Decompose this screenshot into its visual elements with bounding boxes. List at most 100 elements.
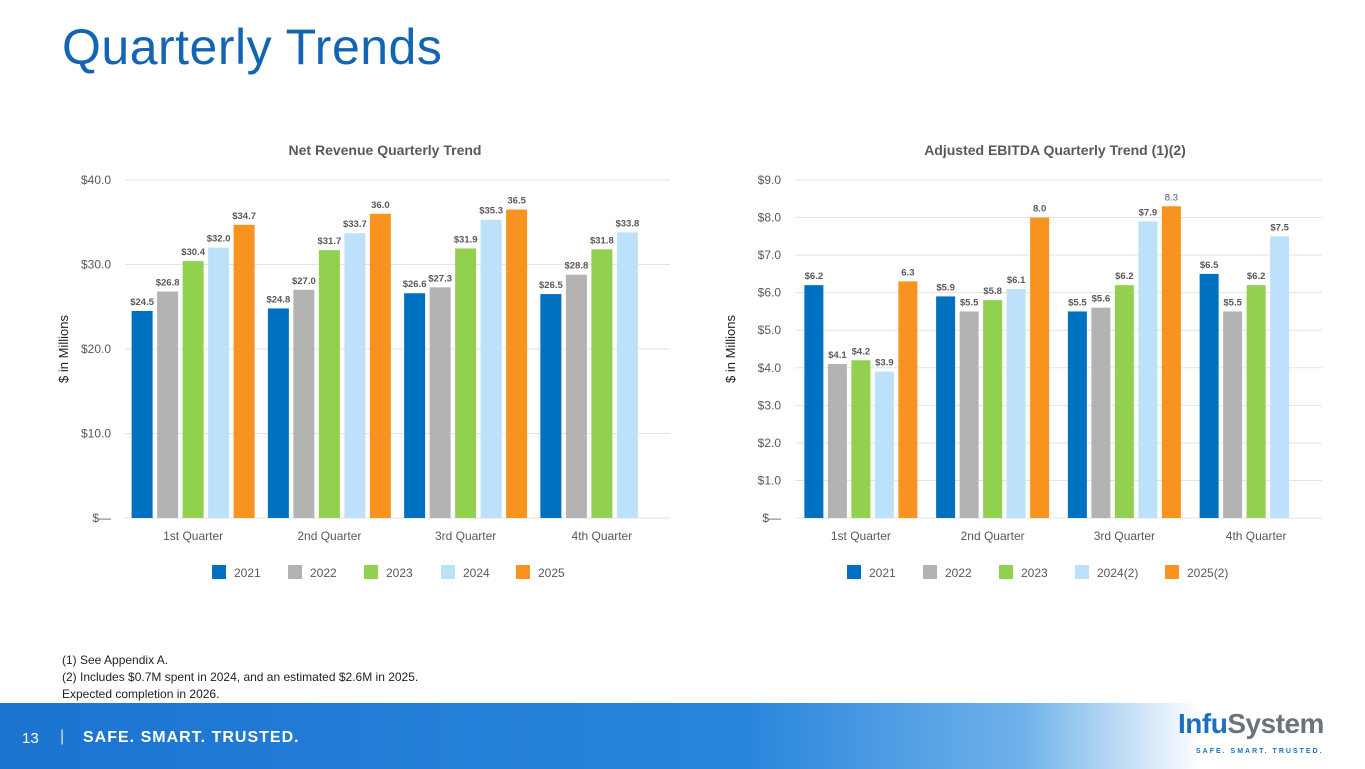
data-label: $33.7: [343, 219, 367, 230]
bar-2021-q2: [936, 296, 956, 518]
legend-swatch: [847, 565, 861, 579]
legend-swatch: [923, 565, 937, 579]
bar-2023-q3: [1114, 285, 1134, 518]
y-tick-label: $4.0: [758, 361, 782, 375]
footer-separator: |: [60, 728, 65, 745]
x-tick-label: 3rd Quarter: [1094, 529, 1155, 543]
data-label: $34.7: [232, 211, 256, 222]
data-label: $4.2: [852, 346, 871, 357]
legend-swatch: [999, 565, 1013, 579]
data-label: $32.0: [207, 234, 231, 245]
bar-2024-q2: [344, 233, 366, 519]
data-label: $3.9: [875, 358, 894, 369]
bar-2022-q3: [1091, 307, 1111, 518]
bar-2021-q4: [1199, 273, 1219, 518]
data-label: $7.9: [1139, 207, 1158, 218]
legend-swatch: [441, 565, 455, 579]
y-tick-label: $2.0: [758, 436, 782, 450]
legend-swatch: [1165, 565, 1179, 579]
infusystem-logo: InfuSystem SAFE. SMART. TRUSTED.: [1178, 708, 1358, 763]
bar-2022-q3: [429, 287, 451, 518]
data-label: $6.2: [1115, 271, 1134, 282]
bar-2023-q1: [182, 261, 204, 518]
bar-2022-q2: [293, 289, 315, 518]
footer-tagline: SAFE. SMART. TRUSTED.: [83, 729, 300, 746]
y-tick-label: $—: [762, 511, 781, 525]
bar-2022-q1: [157, 291, 179, 518]
page-title: Quarterly Trends: [62, 19, 443, 75]
data-label: $31.8: [590, 235, 614, 246]
bar-2021-q3: [1067, 311, 1087, 518]
y-tick-label: $40.0: [81, 173, 111, 187]
data-label: $28.8: [564, 261, 588, 272]
legend-label: 2024: [463, 566, 490, 580]
data-label: 8.3: [1165, 192, 1178, 203]
data-label: $26.8: [156, 278, 180, 289]
legend-swatch: [1075, 565, 1089, 579]
data-label: $24.8: [266, 294, 290, 305]
legend-swatch: [364, 565, 378, 579]
data-label: $26.6: [403, 279, 427, 290]
y-tick-label: $5.0: [758, 323, 782, 337]
bar-2023-q4: [591, 249, 613, 518]
bar-2024-q3: [480, 219, 502, 518]
bar-20242-q3: [1138, 221, 1158, 519]
bar-20252-q3: [1161, 206, 1181, 518]
x-tick-label: 2nd Quarter: [961, 529, 1025, 543]
logo-name-b: System: [1227, 708, 1324, 739]
legend-label: 2021: [869, 566, 896, 580]
y-tick-label: $3.0: [758, 398, 782, 412]
bar-2025-q1: [233, 224, 255, 518]
x-tick-label: 4th Quarter: [1226, 529, 1287, 543]
logo-tagline: SAFE. SMART. TRUSTED.: [1196, 748, 1324, 755]
data-label: $7.5: [1270, 222, 1289, 233]
data-label: $26.5: [539, 280, 563, 291]
data-label: $6.2: [1247, 271, 1266, 282]
bar-2025-q2: [369, 213, 391, 519]
data-label: $31.7: [317, 236, 341, 247]
footnote-1: (1) See Appendix A.: [62, 653, 169, 667]
data-label: 6.3: [901, 267, 914, 278]
legend-label: 2025: [538, 566, 565, 580]
footnote-2: (2) Includes $0.7M spent in 2024, and an…: [62, 670, 419, 684]
bar-2025-q3: [506, 209, 528, 518]
data-label: $5.9: [936, 282, 955, 293]
data-label: $5.5: [1223, 297, 1242, 308]
legend-swatch: [288, 565, 302, 579]
bar-2021-q4: [540, 294, 562, 518]
legend-label: 2022: [945, 566, 972, 580]
bar-2021-q1: [131, 310, 153, 518]
y-tick-label: $7.0: [758, 248, 782, 262]
bar-2023-q4: [1246, 285, 1266, 518]
data-label: $6.5: [1200, 260, 1219, 271]
legend-label: 2022: [310, 566, 337, 580]
data-label: $27.3: [428, 273, 452, 284]
data-label: $35.3: [479, 206, 503, 217]
y-tick-label: $10.0: [81, 427, 111, 441]
legend-label: 2024(2): [1097, 566, 1138, 580]
data-label: $6.1: [1007, 275, 1026, 286]
adjusted-ebitda-chart: Adjusted EBITDA Quarterly Trend (1)(2) $—…: [723, 142, 1322, 580]
legend-label: 2023: [1021, 566, 1048, 580]
bar-2023-q1: [851, 360, 871, 518]
bar-2021-q3: [404, 293, 426, 518]
y-tick-label: $9.0: [758, 173, 782, 187]
y-tick-label: $30.0: [81, 258, 111, 272]
y-tick-label: $6.0: [758, 286, 782, 300]
bar-2022-q2: [959, 311, 979, 518]
y-tick-label: $1.0: [758, 473, 782, 487]
y-axis-label: $ in Millions: [723, 315, 738, 383]
data-label: $5.6: [1092, 294, 1111, 305]
data-label: $5.5: [960, 297, 979, 308]
legend-label: 2023: [386, 566, 413, 580]
chart-title: Net Revenue Quarterly Trend: [289, 142, 482, 158]
bar-2024-q1: [208, 247, 230, 518]
bar-20242-q2: [1006, 288, 1026, 518]
bar-2023-q2: [318, 250, 340, 518]
data-label: $5.8: [983, 286, 1002, 297]
bar-2023-q3: [455, 248, 477, 518]
x-tick-label: 3rd Quarter: [435, 529, 496, 543]
x-tick-label: 2nd Quarter: [297, 529, 361, 543]
data-label: $30.4: [181, 247, 205, 258]
data-label: $4.1: [828, 350, 847, 361]
